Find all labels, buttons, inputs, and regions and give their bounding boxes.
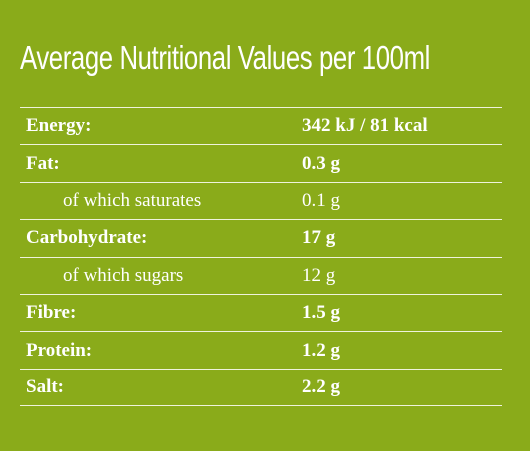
row-value: 342 kJ / 81 kcal xyxy=(302,115,428,137)
row-label: Salt: xyxy=(26,376,64,398)
nutrition-row-fibre: Fibre: 1.5 g xyxy=(20,293,502,331)
row-value: 2.2 g xyxy=(302,376,340,398)
row-label: of which sugars xyxy=(63,264,184,286)
row-value: 0.1 g xyxy=(302,189,340,211)
nutrition-row-protein: Protein: 1.2 g xyxy=(20,331,502,368)
row-label: Fibre: xyxy=(26,302,77,324)
row-label: Carbohydrate: xyxy=(26,227,148,249)
row-label: Protein: xyxy=(26,339,93,361)
nutrition-title: Average Nutritional Values per 100ml xyxy=(20,39,430,76)
row-value: 12 g xyxy=(302,264,336,286)
row-label: of which saturates xyxy=(63,189,202,211)
row-label: Energy: xyxy=(26,115,92,137)
nutrition-row-sugars: of which sugars 12 g xyxy=(20,256,502,294)
nutrition-row-saturates: of which saturates 0.1 g xyxy=(20,181,502,219)
nutrition-row-salt: Salt: 2.2 g xyxy=(20,368,502,407)
row-value: 1.5 g xyxy=(302,302,340,324)
row-value: 1.2 g xyxy=(302,339,340,361)
row-label: Fat: xyxy=(26,152,60,174)
nutrition-row-energy: Energy: 342 kJ / 81 kcal xyxy=(20,107,502,144)
row-value: 0.3 g xyxy=(302,152,340,174)
nutrition-table: Energy: 342 kJ / 81 kcal Fat: 0.3 g of w… xyxy=(20,107,502,407)
row-value: 17 g xyxy=(302,227,336,249)
nutrition-row-carbohydrate: Carbohydrate: 17 g xyxy=(20,219,502,256)
nutrition-row-fat: Fat: 0.3 g xyxy=(20,144,502,181)
